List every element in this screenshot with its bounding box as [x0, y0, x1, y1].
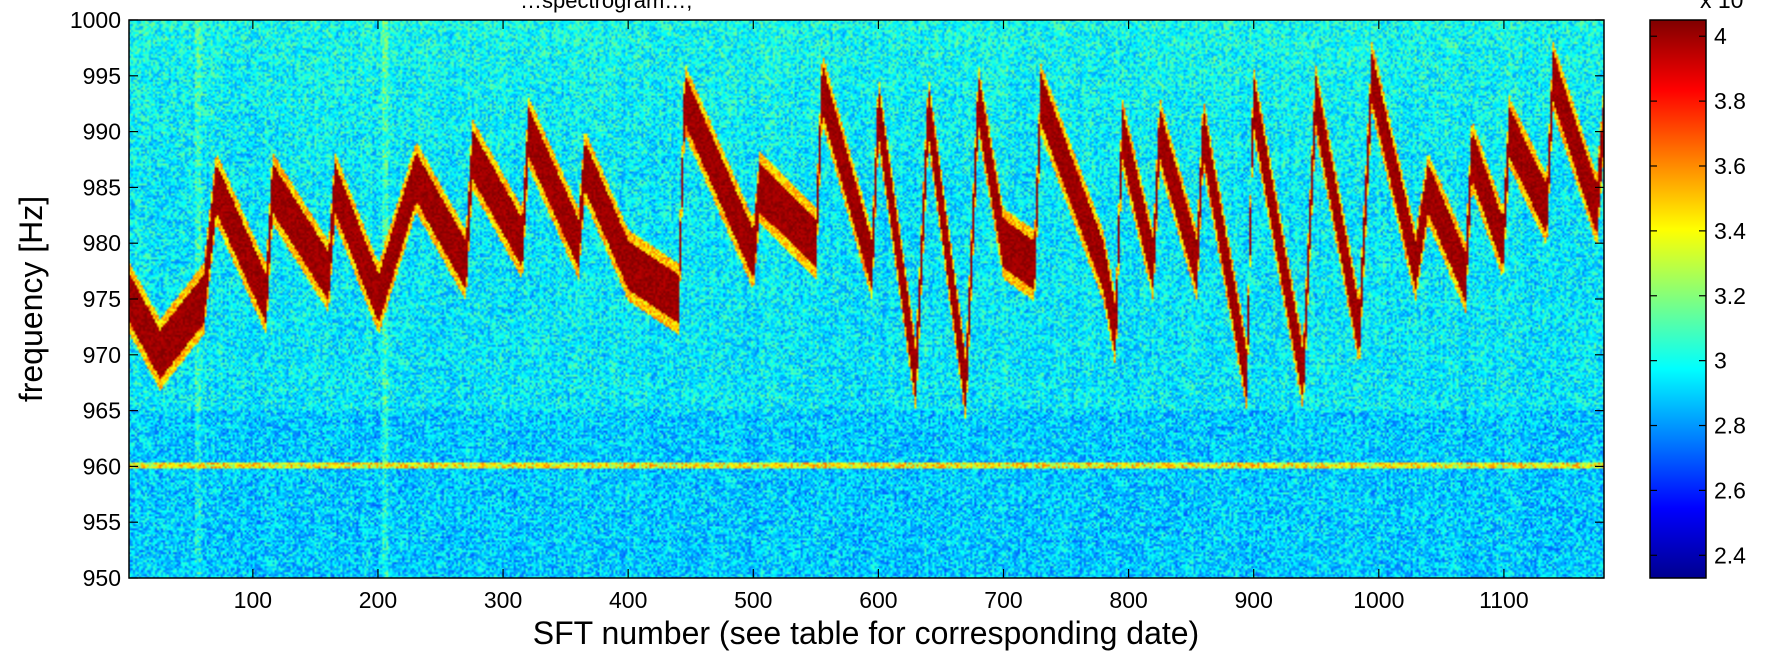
y-tick-label: 975 — [83, 286, 121, 312]
x-tick-label: 600 — [859, 587, 897, 613]
colorbar: 2.4 2.6 2.8 3 3.2 3.4 3.6 3.8 4 x 10 — [1649, 0, 1746, 579]
y-tick-label: 980 — [83, 230, 121, 256]
colorbar-tick-label: 3.6 — [1714, 153, 1746, 179]
x-tick-label: 100 — [234, 587, 272, 613]
colorbar-gradient — [1649, 19, 1707, 579]
colorbar-ticks: 2.4 2.6 2.8 3 3.2 3.4 3.6 3.8 4 — [1650, 23, 1746, 568]
y-tick-label: 1000 — [70, 7, 121, 33]
x-tick-label: 700 — [984, 587, 1022, 613]
x-axis-label: SFT number (see table for corresponding … — [533, 615, 1199, 651]
x-axis-ticks: 100 200 300 400 500 600 700 800 900 1000 1100 — [234, 20, 1529, 613]
x-tick-label: 900 — [1235, 587, 1273, 613]
x-tick-label: 400 — [609, 587, 647, 613]
colorbar-exponent-label: x 10 — [1700, 0, 1743, 13]
y-tick-label: 955 — [83, 509, 121, 535]
heatmap-image — [129, 20, 1604, 578]
chart-title: …spectrogram…, — [520, 0, 692, 13]
y-tick-label: 985 — [83, 174, 121, 200]
colorbar-tick-label: 3.4 — [1714, 218, 1746, 244]
y-tick-label: 970 — [83, 342, 121, 368]
x-tick-label: 1000 — [1353, 587, 1404, 613]
y-tick-label: 960 — [83, 453, 121, 479]
x-tick-label: 300 — [484, 587, 522, 613]
y-axis-label: frequency [Hz] — [13, 196, 49, 402]
x-tick-label: 200 — [359, 587, 397, 613]
y-tick-label: 990 — [83, 119, 121, 145]
colorbar-tick-label: 3 — [1714, 348, 1727, 374]
colorbar-tick-label: 2.8 — [1714, 413, 1746, 439]
y-tick-label: 995 — [83, 63, 121, 89]
x-tick-label: 500 — [734, 587, 772, 613]
colorbar-tick-label: 3.2 — [1714, 283, 1746, 309]
colorbar-tick-label: 2.6 — [1714, 477, 1746, 503]
colorbar-tick-label: 4 — [1714, 23, 1727, 49]
plot-area: 100 200 300 400 500 600 700 800 900 1000 1100 9509… — [70, 7, 1605, 613]
y-tick-label: 965 — [83, 398, 121, 424]
y-axis-ticks: 950 955 960 965 970 975 980 985 990 995 1000 — [70, 7, 1604, 591]
colorbar-tick-label: 3.8 — [1714, 88, 1746, 114]
x-tick-label: 1100 — [1479, 587, 1528, 613]
y-tick-label: 950 — [83, 565, 121, 591]
x-tick-label: 800 — [1109, 587, 1147, 613]
colorbar-tick-label: 2.4 — [1714, 542, 1746, 568]
